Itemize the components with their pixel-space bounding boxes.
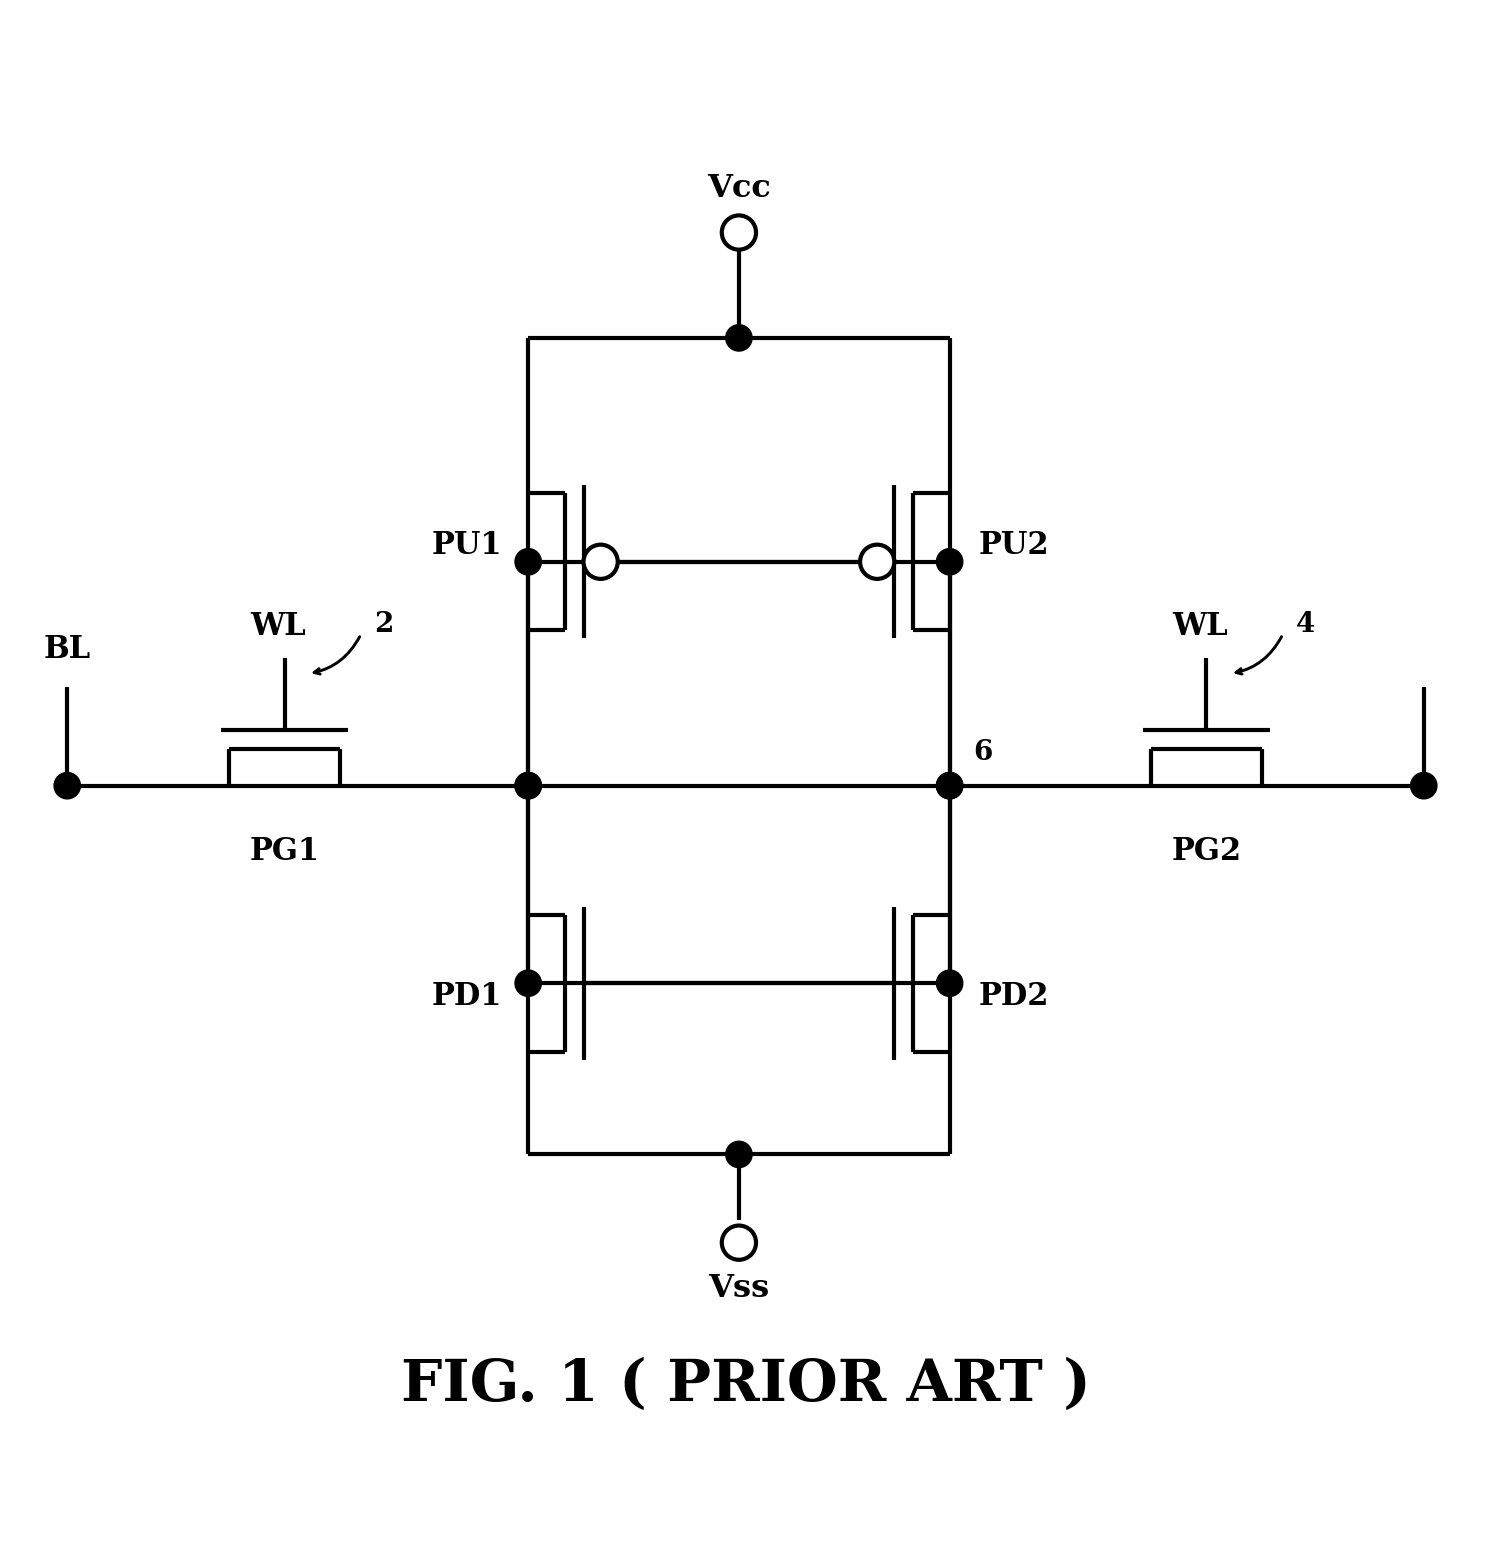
Text: 4: 4 (1296, 612, 1315, 638)
Circle shape (54, 772, 81, 799)
Text: BL: BL (43, 633, 91, 664)
Text: WL: WL (1172, 612, 1227, 643)
Circle shape (514, 548, 541, 575)
Text: 6: 6 (974, 739, 993, 766)
Text: 2: 2 (374, 612, 394, 638)
Circle shape (936, 970, 963, 997)
Circle shape (936, 548, 963, 575)
Text: WL: WL (250, 612, 306, 643)
Text: PD2: PD2 (978, 981, 1050, 1012)
Text: PU1: PU1 (431, 530, 502, 561)
Text: Vss: Vss (708, 1273, 769, 1304)
Text: Vcc: Vcc (707, 173, 771, 204)
Text: FIG. 1 ( PRIOR ART ): FIG. 1 ( PRIOR ART ) (401, 1357, 1090, 1414)
Circle shape (726, 1142, 751, 1168)
Text: PU2: PU2 (978, 530, 1050, 561)
Circle shape (514, 970, 541, 997)
Circle shape (936, 772, 963, 799)
Text: PD1: PD1 (431, 981, 502, 1012)
Text: PG1: PG1 (249, 836, 319, 867)
Circle shape (514, 772, 541, 799)
Circle shape (583, 545, 617, 579)
Circle shape (860, 545, 895, 579)
Circle shape (936, 772, 963, 799)
Circle shape (514, 772, 541, 799)
Circle shape (1410, 772, 1437, 799)
Text: PG2: PG2 (1172, 836, 1242, 867)
Circle shape (726, 324, 751, 351)
